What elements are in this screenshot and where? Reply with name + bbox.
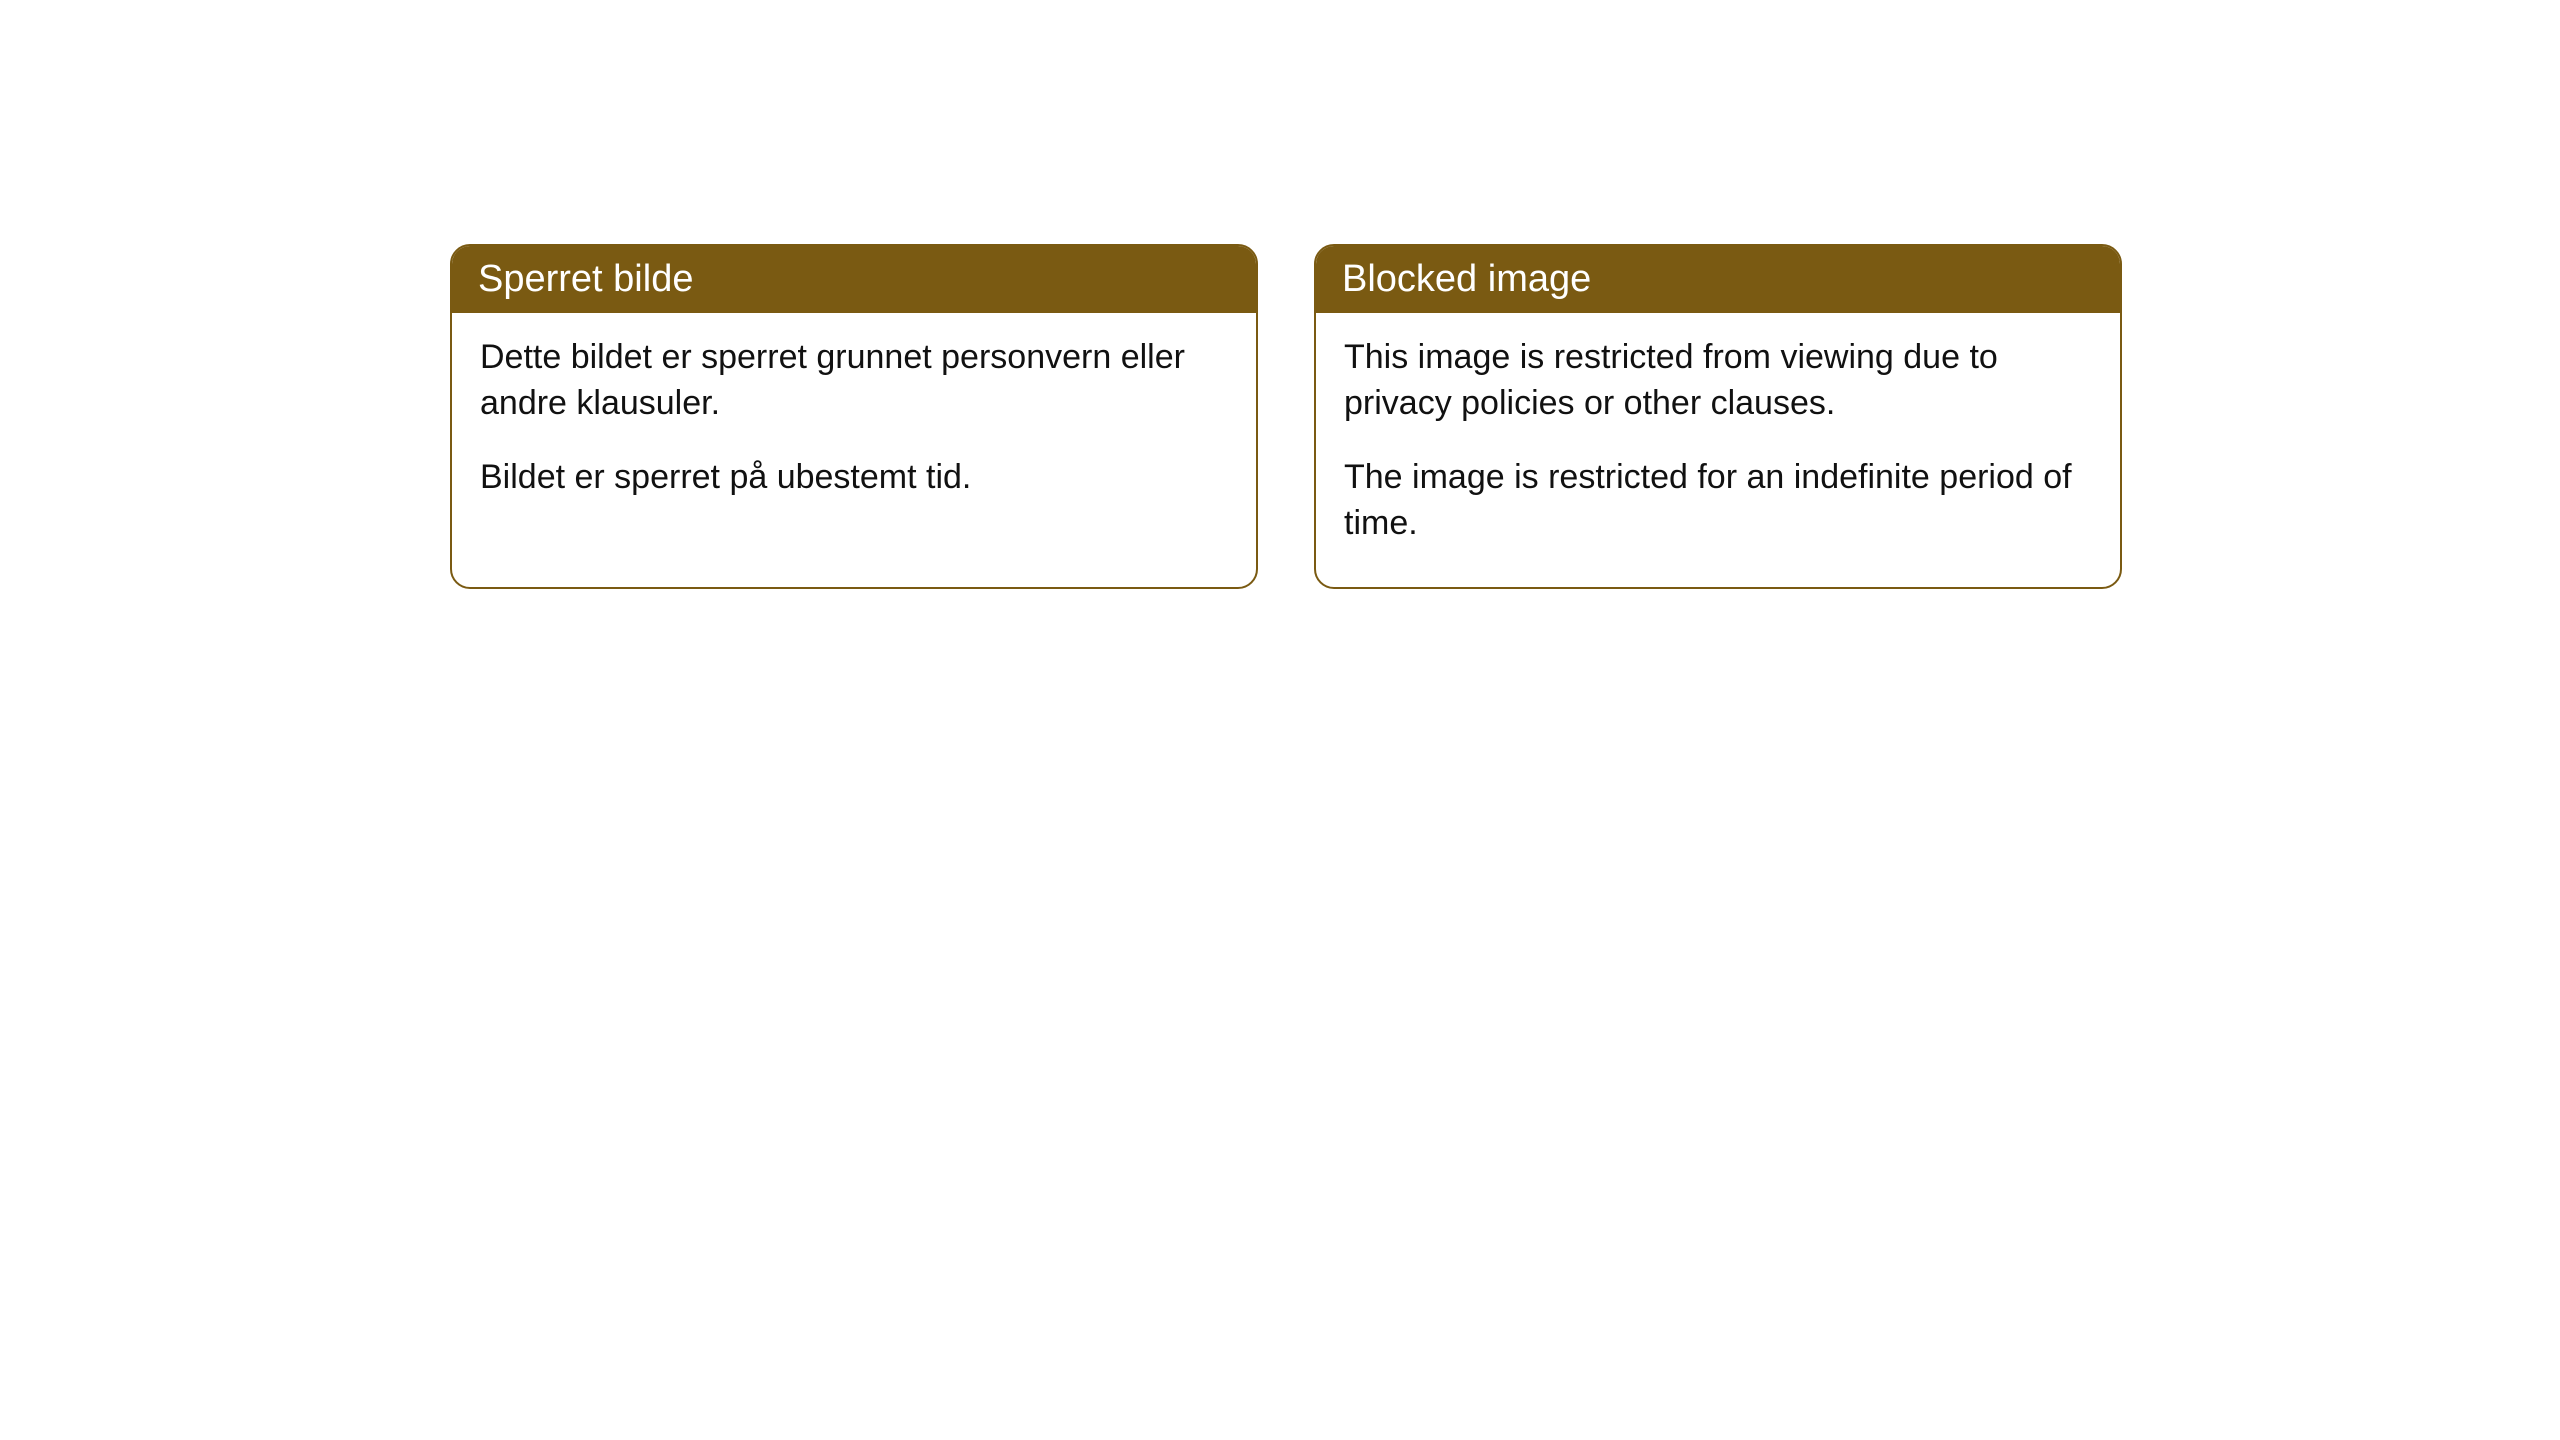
card-paragraph: Bildet er sperret på ubestemt tid. (480, 455, 1228, 501)
card-paragraph: The image is restricted for an indefinit… (1344, 455, 2092, 547)
card-english: Blocked image This image is restricted f… (1314, 244, 2122, 589)
card-body: This image is restricted from viewing du… (1316, 313, 2120, 587)
card-body: Dette bildet er sperret grunnet personve… (452, 313, 1256, 541)
card-paragraph: Dette bildet er sperret grunnet personve… (480, 335, 1228, 427)
card-paragraph: This image is restricted from viewing du… (1344, 335, 2092, 427)
card-norwegian: Sperret bilde Dette bildet er sperret gr… (450, 244, 1258, 589)
card-header: Blocked image (1316, 246, 2120, 313)
cards-container: Sperret bilde Dette bildet er sperret gr… (0, 0, 2560, 589)
card-header: Sperret bilde (452, 246, 1256, 313)
